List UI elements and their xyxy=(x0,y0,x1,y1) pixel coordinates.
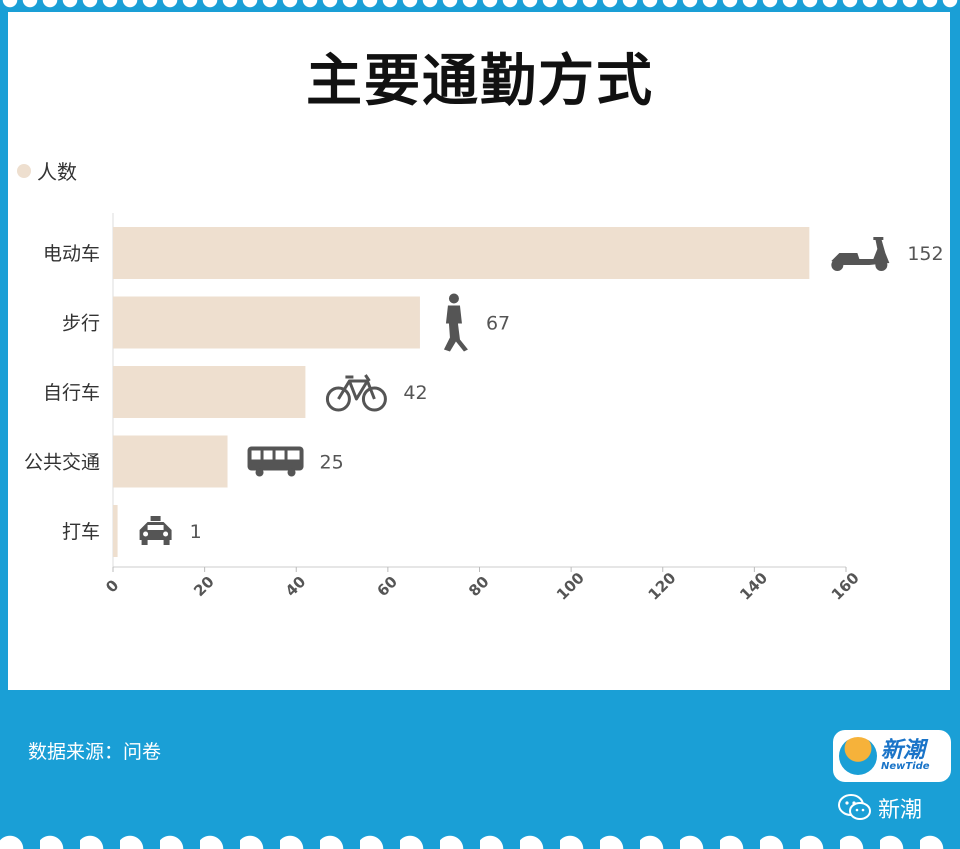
walking-person-icon xyxy=(443,293,468,352)
bar-value-label: 67 xyxy=(486,313,510,335)
x-tick-label: 140 xyxy=(736,569,771,604)
logo-english-text: NewTide xyxy=(881,761,930,772)
bar-value-label: 42 xyxy=(403,382,427,404)
x-tick-label: 0 xyxy=(102,576,122,596)
x-tick-label: 100 xyxy=(553,569,588,604)
category-label: 电动车 xyxy=(43,243,100,265)
wechat-account: 新潮 xyxy=(838,792,922,824)
category-label: 步行 xyxy=(62,313,100,335)
bar-value-label: 1 xyxy=(190,521,202,543)
bottom-scallop-border xyxy=(0,820,960,849)
bar xyxy=(113,296,420,349)
x-tick-label: 40 xyxy=(282,573,309,600)
category-label: 自行车 xyxy=(43,382,100,404)
x-tick-label: 120 xyxy=(645,569,680,604)
bar-chart: 0 20 40 60 80 100 120 140 160 电动车 152 步行 67 自行车 42 公共交通… xyxy=(24,213,944,604)
chart-legend: 人数 xyxy=(17,156,77,185)
x-tick-label: 20 xyxy=(190,573,217,600)
x-tick-label: 60 xyxy=(373,573,400,600)
bar-value-label: 152 xyxy=(907,243,943,265)
chart-card xyxy=(8,12,950,690)
logo-chinese-text: 新潮 xyxy=(881,738,926,763)
top-scallop-border xyxy=(0,0,960,14)
taxi-icon xyxy=(139,516,172,545)
bicycle-icon xyxy=(325,374,387,412)
scooter-icon xyxy=(831,237,890,271)
x-tick-label: 160 xyxy=(828,569,863,604)
x-tick-label: 80 xyxy=(465,573,492,600)
newtide-logo: 新潮 NewTide xyxy=(833,730,951,782)
data-source-text: 数据来源：问卷 xyxy=(28,741,162,763)
bus-icon xyxy=(247,446,304,477)
legend-swatch xyxy=(17,163,31,178)
category-label: 公共交通 xyxy=(24,452,100,474)
wechat-account-name: 新潮 xyxy=(878,798,923,823)
bar-value-label: 25 xyxy=(320,452,344,474)
page-title: 主要通勤方式 xyxy=(306,49,654,114)
bar xyxy=(113,227,810,279)
wechat-icon xyxy=(838,794,871,820)
bar xyxy=(113,435,228,488)
logo-emblem-icon xyxy=(839,737,877,775)
bar xyxy=(113,505,118,557)
legend-label: 人数 xyxy=(37,160,77,184)
category-label: 打车 xyxy=(62,521,100,543)
bar xyxy=(113,366,306,418)
